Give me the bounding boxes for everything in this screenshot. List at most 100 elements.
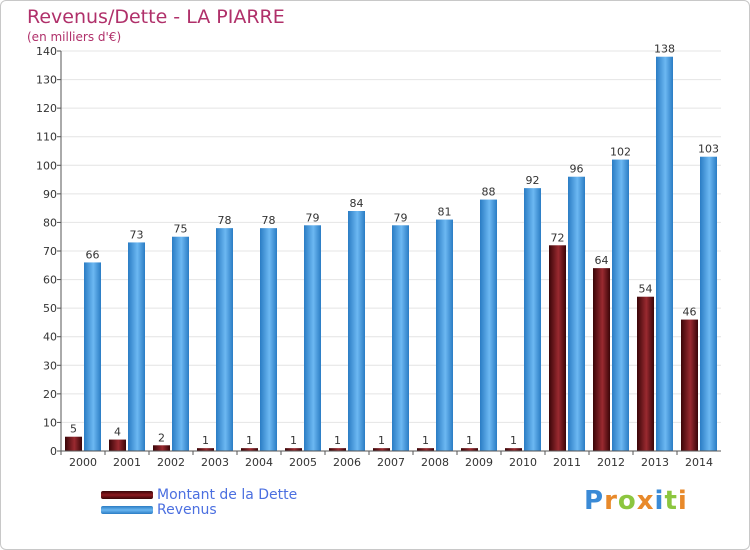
bar-revenus-2009	[480, 199, 497, 451]
bar-dette-2003	[197, 448, 214, 451]
y-axis: 0 10 20 30 40 50 60 70 80 90 100 110 120 130 140	[36, 45, 62, 458]
label-dette-2002: 2	[158, 431, 165, 444]
label-revenus-2010: 92	[526, 174, 540, 187]
bar-dette-2000	[65, 436, 82, 451]
y-tick-label: 20	[43, 388, 57, 401]
y-tick-label: 100	[36, 159, 57, 172]
logo-letter: x	[636, 486, 655, 516]
x-tick-label-2009: 2009	[465, 456, 493, 469]
bar-revenus-2011	[568, 176, 585, 451]
x-tick-label-2004: 2004	[245, 456, 273, 469]
legend-label-dette: Montant de la Dette	[157, 487, 298, 503]
bar-revenus-2014	[700, 156, 717, 451]
label-revenus-2001: 73	[130, 228, 144, 241]
label-revenus-2002: 75	[174, 223, 188, 236]
y-tick-label: 50	[43, 302, 57, 315]
bar-dette-2011	[549, 245, 566, 451]
y-tick-label: 10	[43, 416, 57, 429]
x-tick-label-2012: 2012	[597, 456, 625, 469]
label-revenus-2009: 88	[482, 186, 496, 199]
label-dette-2008: 1	[422, 434, 429, 447]
label-dette-2001: 4	[114, 426, 121, 439]
x-tick-label-2011: 2011	[553, 456, 581, 469]
bar-dette-2007	[373, 448, 390, 451]
label-dette-2005: 1	[290, 434, 297, 447]
bar-revenus-2006	[348, 211, 365, 451]
label-dette-2003: 1	[202, 434, 209, 447]
bar-dette-2004	[241, 448, 258, 451]
bar-revenus-2013	[656, 56, 673, 451]
x-tick-label-2008: 2008	[421, 456, 449, 469]
label-dette-2013: 54	[639, 283, 653, 296]
label-revenus-2007: 79	[394, 211, 408, 224]
bar-dette-2001	[109, 439, 126, 451]
y-tick-label: 60	[43, 274, 57, 287]
bar-revenus-2002	[172, 236, 189, 451]
proxiti-logo: Proxiti	[584, 486, 688, 516]
bar-dette-2014	[681, 319, 698, 451]
x-tick-label-2007: 2007	[377, 456, 405, 469]
label-dette-2000: 5	[70, 423, 77, 436]
logo-letter: r	[604, 486, 618, 516]
label-revenus-2003: 78	[218, 214, 232, 227]
logo-letter: i	[677, 486, 688, 516]
label-dette-2011: 72	[551, 231, 565, 244]
bar-revenus-2007	[392, 225, 409, 451]
logo-letter: o	[617, 486, 637, 516]
x-tick-label-2006: 2006	[333, 456, 361, 469]
y-tick-label: 140	[36, 45, 57, 58]
label-revenus-2008: 81	[438, 206, 452, 219]
x-tick-label-2014: 2014	[685, 456, 713, 469]
label-revenus-2013: 138	[654, 43, 675, 56]
x-tick-label-2005: 2005	[289, 456, 317, 469]
legend-item-dette: Montant de la Dette	[101, 487, 297, 503]
label-dette-2014: 46	[683, 306, 697, 319]
y-tick-label: 30	[43, 359, 57, 372]
bar-dette-2012	[593, 268, 610, 451]
label-dette-2012: 64	[595, 254, 609, 267]
bar-dette-2008	[417, 448, 434, 451]
bar-revenus-2003	[216, 228, 233, 451]
label-revenus-2004: 78	[262, 214, 276, 227]
legend-swatch-dette	[101, 491, 153, 499]
x-tick-label-2013: 2013	[641, 456, 669, 469]
chart-subtitle: (en milliers d'€)	[27, 30, 122, 44]
bars: 5 66 4 73 2 75 1 78 1 78 1 79 1 84 1 79 1 81 1 88 1 92 72 96 64 1…	[65, 43, 719, 452]
y-tick-label: 110	[36, 131, 57, 144]
label-dette-2006: 1	[334, 434, 341, 447]
y-tick-label: 120	[36, 102, 57, 115]
label-dette-2004: 1	[246, 434, 253, 447]
bar-dette-2002	[153, 445, 170, 451]
x-tick-label-2002: 2002	[157, 456, 185, 469]
chart-title: Revenus/Dette - LA PIARRE	[27, 6, 285, 28]
label-revenus-2011: 96	[570, 163, 584, 176]
y-tick-label: 70	[43, 245, 57, 258]
y-tick-label: 90	[43, 188, 57, 201]
x-tick-label-2003: 2003	[201, 456, 229, 469]
label-revenus-2005: 79	[306, 211, 320, 224]
label-dette-2007: 1	[378, 434, 385, 447]
x-tick-label-2000: 2000	[69, 456, 97, 469]
bar-dette-2005	[285, 448, 302, 451]
logo-letter: P	[584, 486, 605, 516]
x-tick-label-2001: 2001	[113, 456, 141, 469]
bar-dette-2010	[505, 448, 522, 451]
bar-revenus-2000	[84, 262, 101, 451]
bar-dette-2006	[329, 448, 346, 451]
chart-grid	[61, 50, 721, 452]
bar-revenus-2004	[260, 228, 277, 451]
legend-swatch-revenus	[101, 506, 153, 514]
label-revenus-2012: 102	[610, 146, 631, 159]
y-tick-label: 130	[36, 74, 57, 87]
label-revenus-2014: 103	[698, 143, 719, 156]
x-axis: 2000 2001 2002 2003 2004 2005 2006 2007 2008 2009…	[60, 450, 721, 469]
y-tick-label: 40	[43, 331, 57, 344]
legend-label-revenus: Revenus	[157, 502, 217, 518]
bar-revenus-2008	[436, 219, 453, 451]
y-tick-label: 0	[50, 445, 57, 458]
logo-letter: i	[654, 486, 665, 516]
label-dette-2009: 1	[466, 434, 473, 447]
x-tick-label-2010: 2010	[509, 456, 537, 469]
